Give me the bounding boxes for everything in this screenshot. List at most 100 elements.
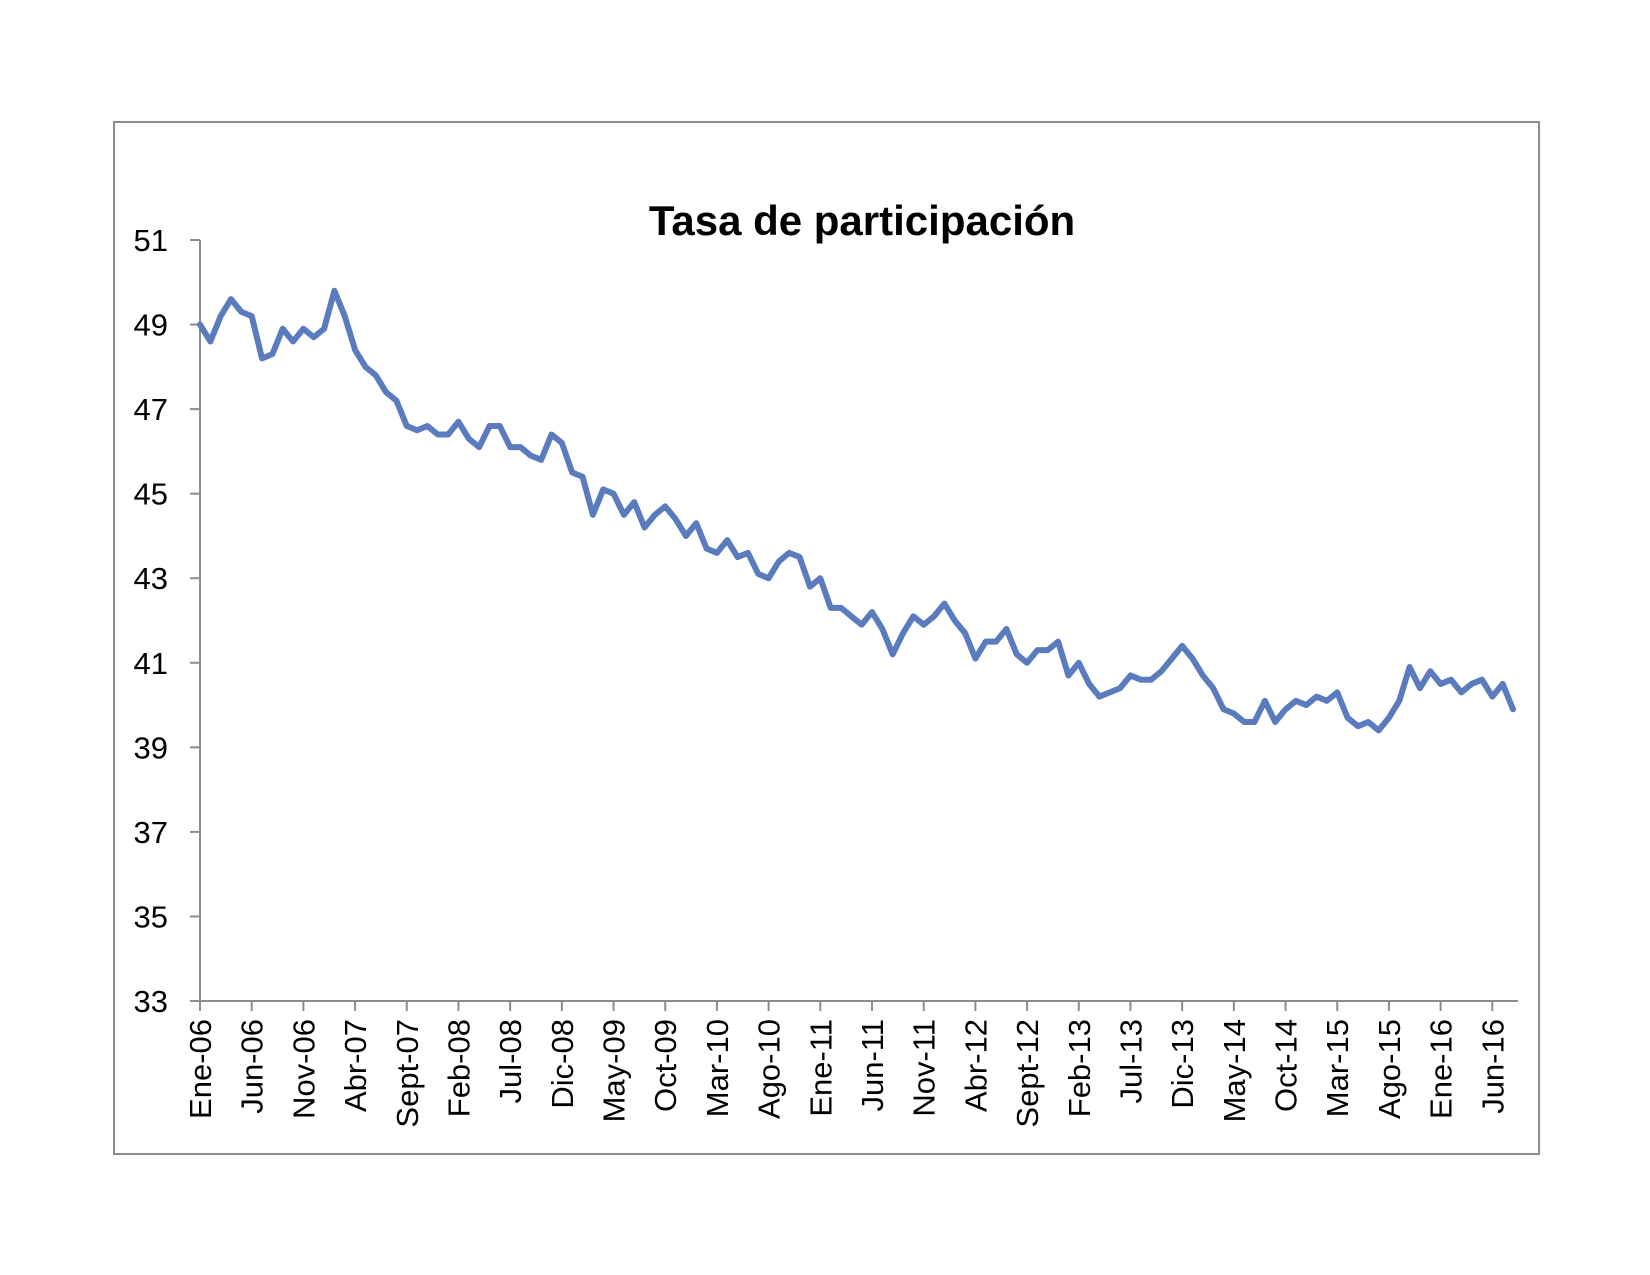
x-tick-label: Jul-08: [493, 1019, 528, 1103]
data-point: [290, 338, 296, 344]
data-point: [621, 512, 627, 518]
x-tick-label: Ene-16: [1424, 1019, 1459, 1119]
y-tick-label: 43: [134, 561, 168, 596]
data-point: [269, 351, 275, 357]
data-point: [1014, 651, 1020, 657]
data-point: [704, 546, 710, 552]
data-point: [1055, 639, 1061, 645]
data-point: [1283, 706, 1289, 712]
x-tick-label: Abr-07: [338, 1019, 373, 1112]
data-point: [693, 520, 699, 526]
x-tick-label: Ene-06: [183, 1019, 218, 1119]
data-point: [1500, 681, 1506, 687]
x-tick-label: Oct-09: [648, 1019, 683, 1112]
x-tick-label: Dic-13: [1165, 1019, 1200, 1109]
data-point: [590, 512, 596, 518]
chart-frame: [113, 121, 1540, 1155]
data-point: [517, 444, 523, 450]
data-point: [1076, 660, 1082, 666]
data-point: [1034, 647, 1040, 653]
data-point: [352, 347, 358, 353]
data-point: [1427, 668, 1433, 674]
data-point: [404, 423, 410, 429]
series-group: [197, 287, 1516, 734]
data-point: [848, 613, 854, 619]
axes: [199, 240, 1518, 1002]
y-tick-label: 37: [134, 815, 168, 850]
data-point: [869, 609, 875, 615]
data-point: [1117, 685, 1123, 691]
data-point: [1138, 677, 1144, 683]
data-point: [249, 313, 255, 319]
data-point: [466, 436, 472, 442]
x-tick-label: Mar-15: [1320, 1019, 1355, 1117]
data-point: [259, 355, 265, 361]
data-point: [1479, 677, 1485, 683]
data-point: [952, 618, 958, 623]
data-point: [1365, 719, 1371, 725]
x-tick-label: Nov-11: [907, 1019, 942, 1117]
x-tick-label: Ago-10: [752, 1019, 787, 1119]
data-point: [1324, 698, 1330, 704]
data-point: [1127, 672, 1133, 678]
data-point: [1024, 660, 1030, 666]
data-point: [1345, 715, 1351, 721]
data-point: [859, 622, 865, 628]
data-point: [817, 575, 823, 581]
x-tick-label: Feb-08: [441, 1019, 476, 1117]
data-point: [1469, 681, 1475, 687]
data-point: [435, 431, 441, 437]
data-point: [662, 503, 668, 509]
data-point: [828, 605, 834, 611]
data-point: [383, 389, 389, 395]
data-point: [714, 550, 720, 556]
data-point: [321, 326, 327, 332]
data-point: [1086, 681, 1092, 687]
data-point: [921, 622, 927, 628]
data-point: [207, 338, 213, 344]
data-point: [962, 630, 968, 636]
x-tick-label: Abr-12: [958, 1019, 993, 1112]
data-point: [1386, 715, 1392, 721]
data-point: [1221, 706, 1227, 712]
y-tick-label: 45: [134, 477, 168, 512]
x-tick-label: Sept-12: [1010, 1019, 1045, 1128]
data-point: [600, 486, 606, 492]
data-point: [1458, 689, 1464, 695]
data-point: [611, 491, 617, 497]
data-point: [797, 554, 803, 560]
data-point: [724, 537, 730, 543]
x-tick-label: Jun-16: [1475, 1019, 1510, 1114]
data-point: [807, 584, 813, 590]
data-point: [342, 313, 348, 319]
data-point: [486, 423, 492, 429]
x-axis-ticks: Ene-06 Jun-06 Nov-06 Abr-07 Sept-07 Feb-08 Jul…: [183, 1001, 1510, 1128]
data-point: [1096, 694, 1102, 700]
data-point: [1448, 677, 1454, 683]
data-point: [569, 470, 575, 476]
data-point: [373, 372, 379, 378]
x-tick-label: Dic-08: [545, 1019, 580, 1109]
chart-title: Tasa de participación: [649, 197, 1075, 244]
x-tick-label: Mar-10: [700, 1019, 735, 1117]
data-point: [683, 533, 689, 539]
data-point: [941, 601, 947, 607]
data-point: [528, 453, 534, 459]
x-tick-label: Jul-13: [1113, 1019, 1148, 1103]
x-tick-label: May-14: [1217, 1019, 1252, 1122]
data-point: [507, 444, 513, 450]
data-point: [1489, 694, 1495, 700]
data-point: [476, 444, 482, 450]
data-point: [1272, 719, 1278, 725]
data-point: [972, 656, 978, 662]
data-point: [393, 398, 399, 404]
data-point: [766, 575, 772, 581]
data-point: [580, 474, 586, 480]
data-point: [1396, 698, 1402, 704]
y-tick-label: 51: [134, 223, 168, 258]
y-tick-label: 49: [134, 308, 168, 343]
data-point: [931, 613, 937, 619]
x-tick-label: Sept-07: [390, 1019, 425, 1128]
data-point: [197, 322, 203, 328]
data-point: [776, 558, 782, 564]
